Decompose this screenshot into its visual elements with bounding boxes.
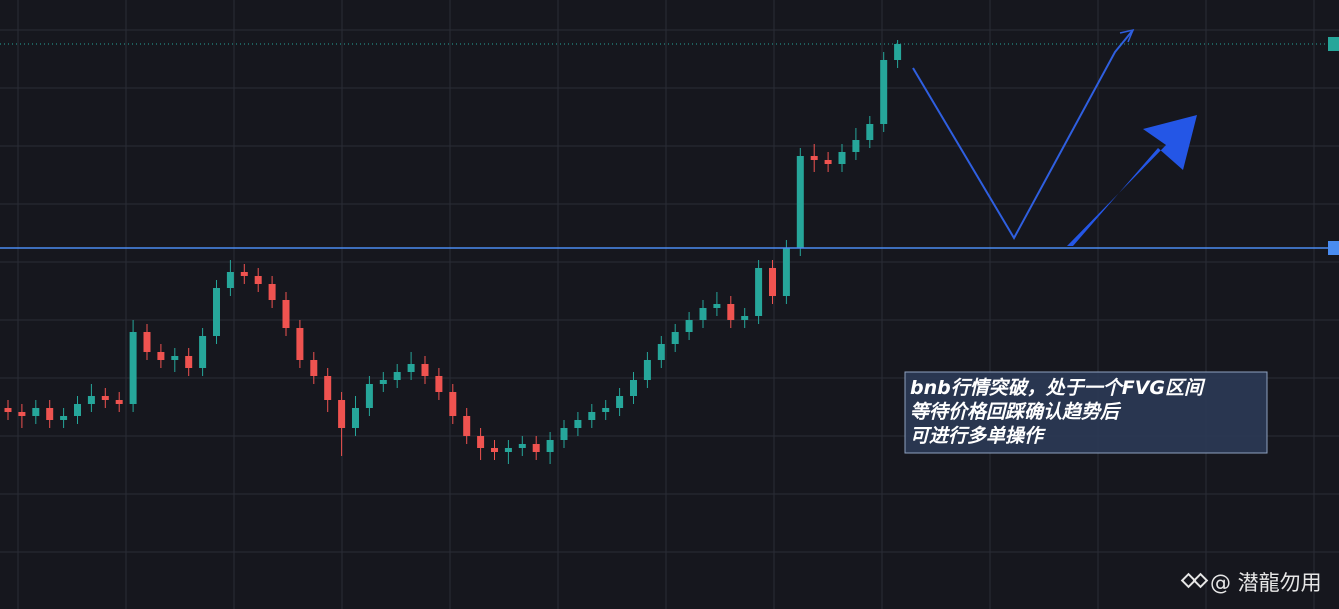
candle-body: [699, 308, 707, 320]
candle-body: [518, 444, 526, 448]
annotation-line: 等待价格回踩确认趋势后: [910, 401, 1122, 423]
candle-body: [421, 364, 429, 376]
candle-body: [115, 400, 123, 404]
candle-body: [4, 408, 12, 412]
candle-body: [143, 332, 151, 352]
zigzag-drawing: [912, 29, 1134, 241]
candle-body: [838, 152, 846, 164]
candle-body: [894, 44, 902, 60]
candle-body: [713, 304, 721, 308]
candle-body: [588, 412, 596, 420]
candle-body: [685, 320, 693, 332]
candle-body: [296, 328, 304, 360]
candle-body: [491, 448, 498, 452]
candle-body: [866, 124, 874, 140]
watermark: @ 潜龍勿用: [1210, 571, 1322, 595]
candle-body: [324, 376, 332, 400]
candle-body: [87, 396, 95, 404]
candle-body: [435, 376, 443, 392]
candle-body: [810, 156, 818, 160]
candle-body: [199, 336, 207, 368]
candle-body: [60, 416, 68, 420]
candle-body: [477, 436, 485, 448]
zigzag-arrowhead: [1119, 28, 1135, 43]
candle-body: [338, 400, 346, 428]
up-arrow: [1067, 115, 1197, 246]
candle-body: [379, 380, 387, 384]
candle-body: [310, 360, 318, 376]
candle-body: [560, 428, 568, 440]
candle-body: [532, 444, 540, 452]
candle-body: [254, 276, 262, 284]
watermark-icon: [1180, 572, 1209, 589]
candle-body: [213, 288, 220, 336]
candle-body: [352, 408, 359, 428]
candle-body: [463, 416, 471, 436]
candle-body: [171, 356, 179, 360]
candle-body: [727, 304, 735, 320]
candle-body: [185, 356, 193, 368]
candle-body: [755, 268, 763, 316]
candle-body: [796, 156, 804, 248]
candle-body: [602, 408, 610, 412]
candle-body: [574, 420, 582, 428]
annotation-line: 可进行多单操作: [910, 425, 1046, 447]
candle-body: [129, 332, 137, 404]
candle-body: [657, 344, 665, 360]
candle-body: [365, 384, 373, 408]
candle-body: [101, 396, 109, 400]
candle-body: [671, 332, 679, 344]
candle-body: [504, 448, 512, 452]
candle-body: [74, 404, 81, 416]
candle-body: [824, 160, 832, 164]
annotation-line: bnb行情突破，处于一个FVG区间: [910, 377, 1206, 399]
candle-body: [46, 408, 54, 420]
candle-body: [282, 300, 290, 328]
candle-body: [630, 380, 637, 396]
candle-body: [546, 440, 554, 452]
annotation-box: [904, 371, 1268, 454]
candle-body: [852, 140, 860, 152]
candle-body: [782, 248, 790, 296]
candle-body: [407, 364, 415, 372]
candle-body: [240, 272, 248, 276]
candle-body: [226, 272, 234, 288]
candle-body: [393, 372, 401, 380]
candles: [4, 40, 902, 464]
candle-body: [880, 60, 888, 124]
candle-body: [616, 396, 624, 408]
candle-body: [741, 316, 749, 320]
last-price-marker: [1328, 37, 1339, 51]
candle-body: [268, 284, 276, 300]
candle-body: [32, 408, 40, 416]
candle-body: [449, 392, 457, 416]
candle-body: [643, 360, 651, 380]
level-marker: [1328, 241, 1339, 255]
candle-body: [769, 268, 776, 296]
candle-body: [18, 412, 26, 416]
candle-body: [157, 352, 165, 360]
